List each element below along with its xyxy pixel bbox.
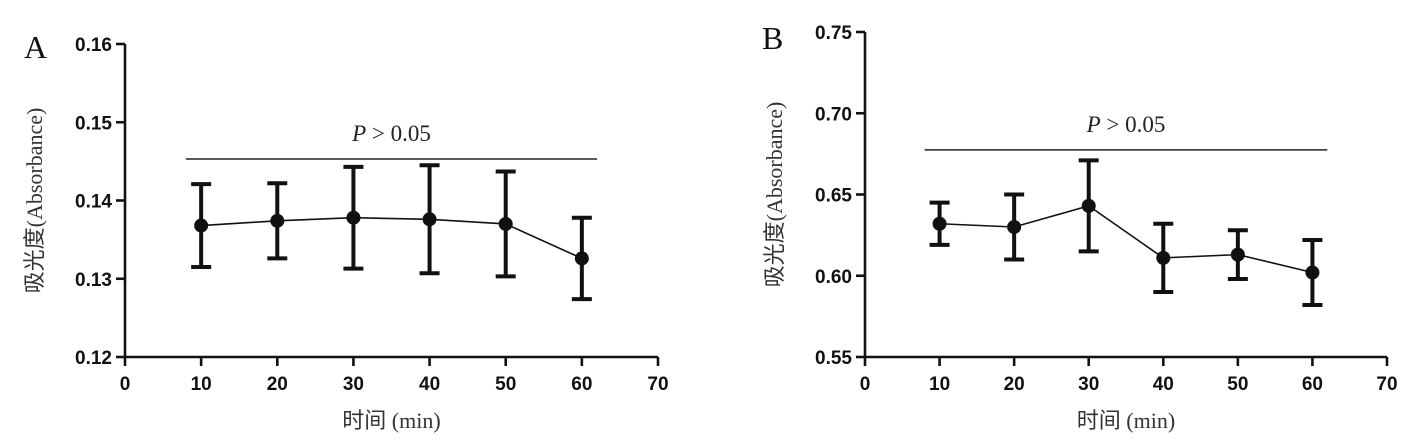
x-tick-label: 10 (929, 374, 950, 395)
annotation-operator: > (366, 121, 390, 146)
panel-letter: A (24, 29, 47, 65)
panel-letter: B (762, 20, 783, 56)
x-tick-label: 40 (1153, 374, 1174, 395)
data-point (270, 213, 285, 228)
y-tick-label: 0.14 (75, 192, 112, 213)
annotation-operator: > (1101, 112, 1125, 137)
data-point (194, 218, 209, 233)
x-tick-label: 20 (267, 374, 288, 395)
x-axis-title: 时间 (min) (342, 408, 440, 433)
x-tick-label: 50 (1227, 374, 1248, 395)
x-tick-label: 0 (120, 374, 131, 395)
annotation-p: P (351, 121, 366, 146)
data-point (1305, 265, 1320, 280)
series-line (201, 216, 583, 260)
y-tick-label: 0.75 (815, 23, 852, 44)
panel-b: B 0.55 0.60 0.65 0.70 0.75 0 10 20 30 40 50 60 70 吸光度(… (762, 20, 1398, 433)
data-point (1081, 198, 1096, 213)
data-point (1007, 220, 1022, 234)
annotation-text: P > 0.05 (1086, 112, 1166, 137)
data-point (422, 212, 437, 227)
annotation-text: P > 0.05 (351, 121, 431, 146)
x-tick-label: 10 (191, 374, 212, 395)
data-point (574, 251, 589, 266)
y-tick-label: 0.65 (815, 186, 852, 207)
data-point (1230, 247, 1245, 262)
x-tick-label: 20 (1004, 374, 1025, 395)
x-tick-label: 40 (419, 374, 440, 395)
data-point (346, 210, 361, 225)
annotation-p: P (1086, 112, 1101, 137)
y-tick-label: 0.16 (75, 35, 112, 56)
panel-a: A 0.12 0.13 0.14 0.15 0.16 0 10 20 30 40 50 60 70 吸光度(… (22, 29, 669, 433)
x-tick-label: 60 (1302, 374, 1323, 395)
data-point (932, 216, 947, 231)
x-tick-label: 50 (495, 374, 516, 395)
y-tick-label: 0.60 (815, 267, 852, 288)
y-tick-label: 0.55 (815, 348, 852, 369)
x-axis-title: 时间 (min) (1077, 408, 1175, 433)
y-tick-label: 0.70 (815, 104, 852, 125)
y-tick-label: 0.13 (75, 270, 112, 291)
x-tick-label: 60 (571, 374, 592, 395)
annotation-value: 0.05 (391, 121, 431, 146)
annotation-value: 0.05 (1125, 112, 1165, 137)
series-line (939, 205, 1313, 274)
x-tick-label: 30 (1078, 374, 1099, 395)
data-point (1156, 250, 1171, 265)
y-axis-title: 吸光度(Absorbance) (22, 108, 47, 294)
x-tick-label: 30 (343, 374, 364, 395)
y-tick-label: 0.15 (75, 113, 112, 134)
x-tick-label: 70 (647, 374, 668, 395)
x-tick-label: 0 (860, 374, 871, 395)
y-axis-title: 吸光度(Absorbance) (762, 102, 787, 288)
y-tick-label: 0.12 (75, 348, 112, 369)
data-point (498, 216, 513, 231)
x-tick-label: 70 (1376, 374, 1397, 395)
